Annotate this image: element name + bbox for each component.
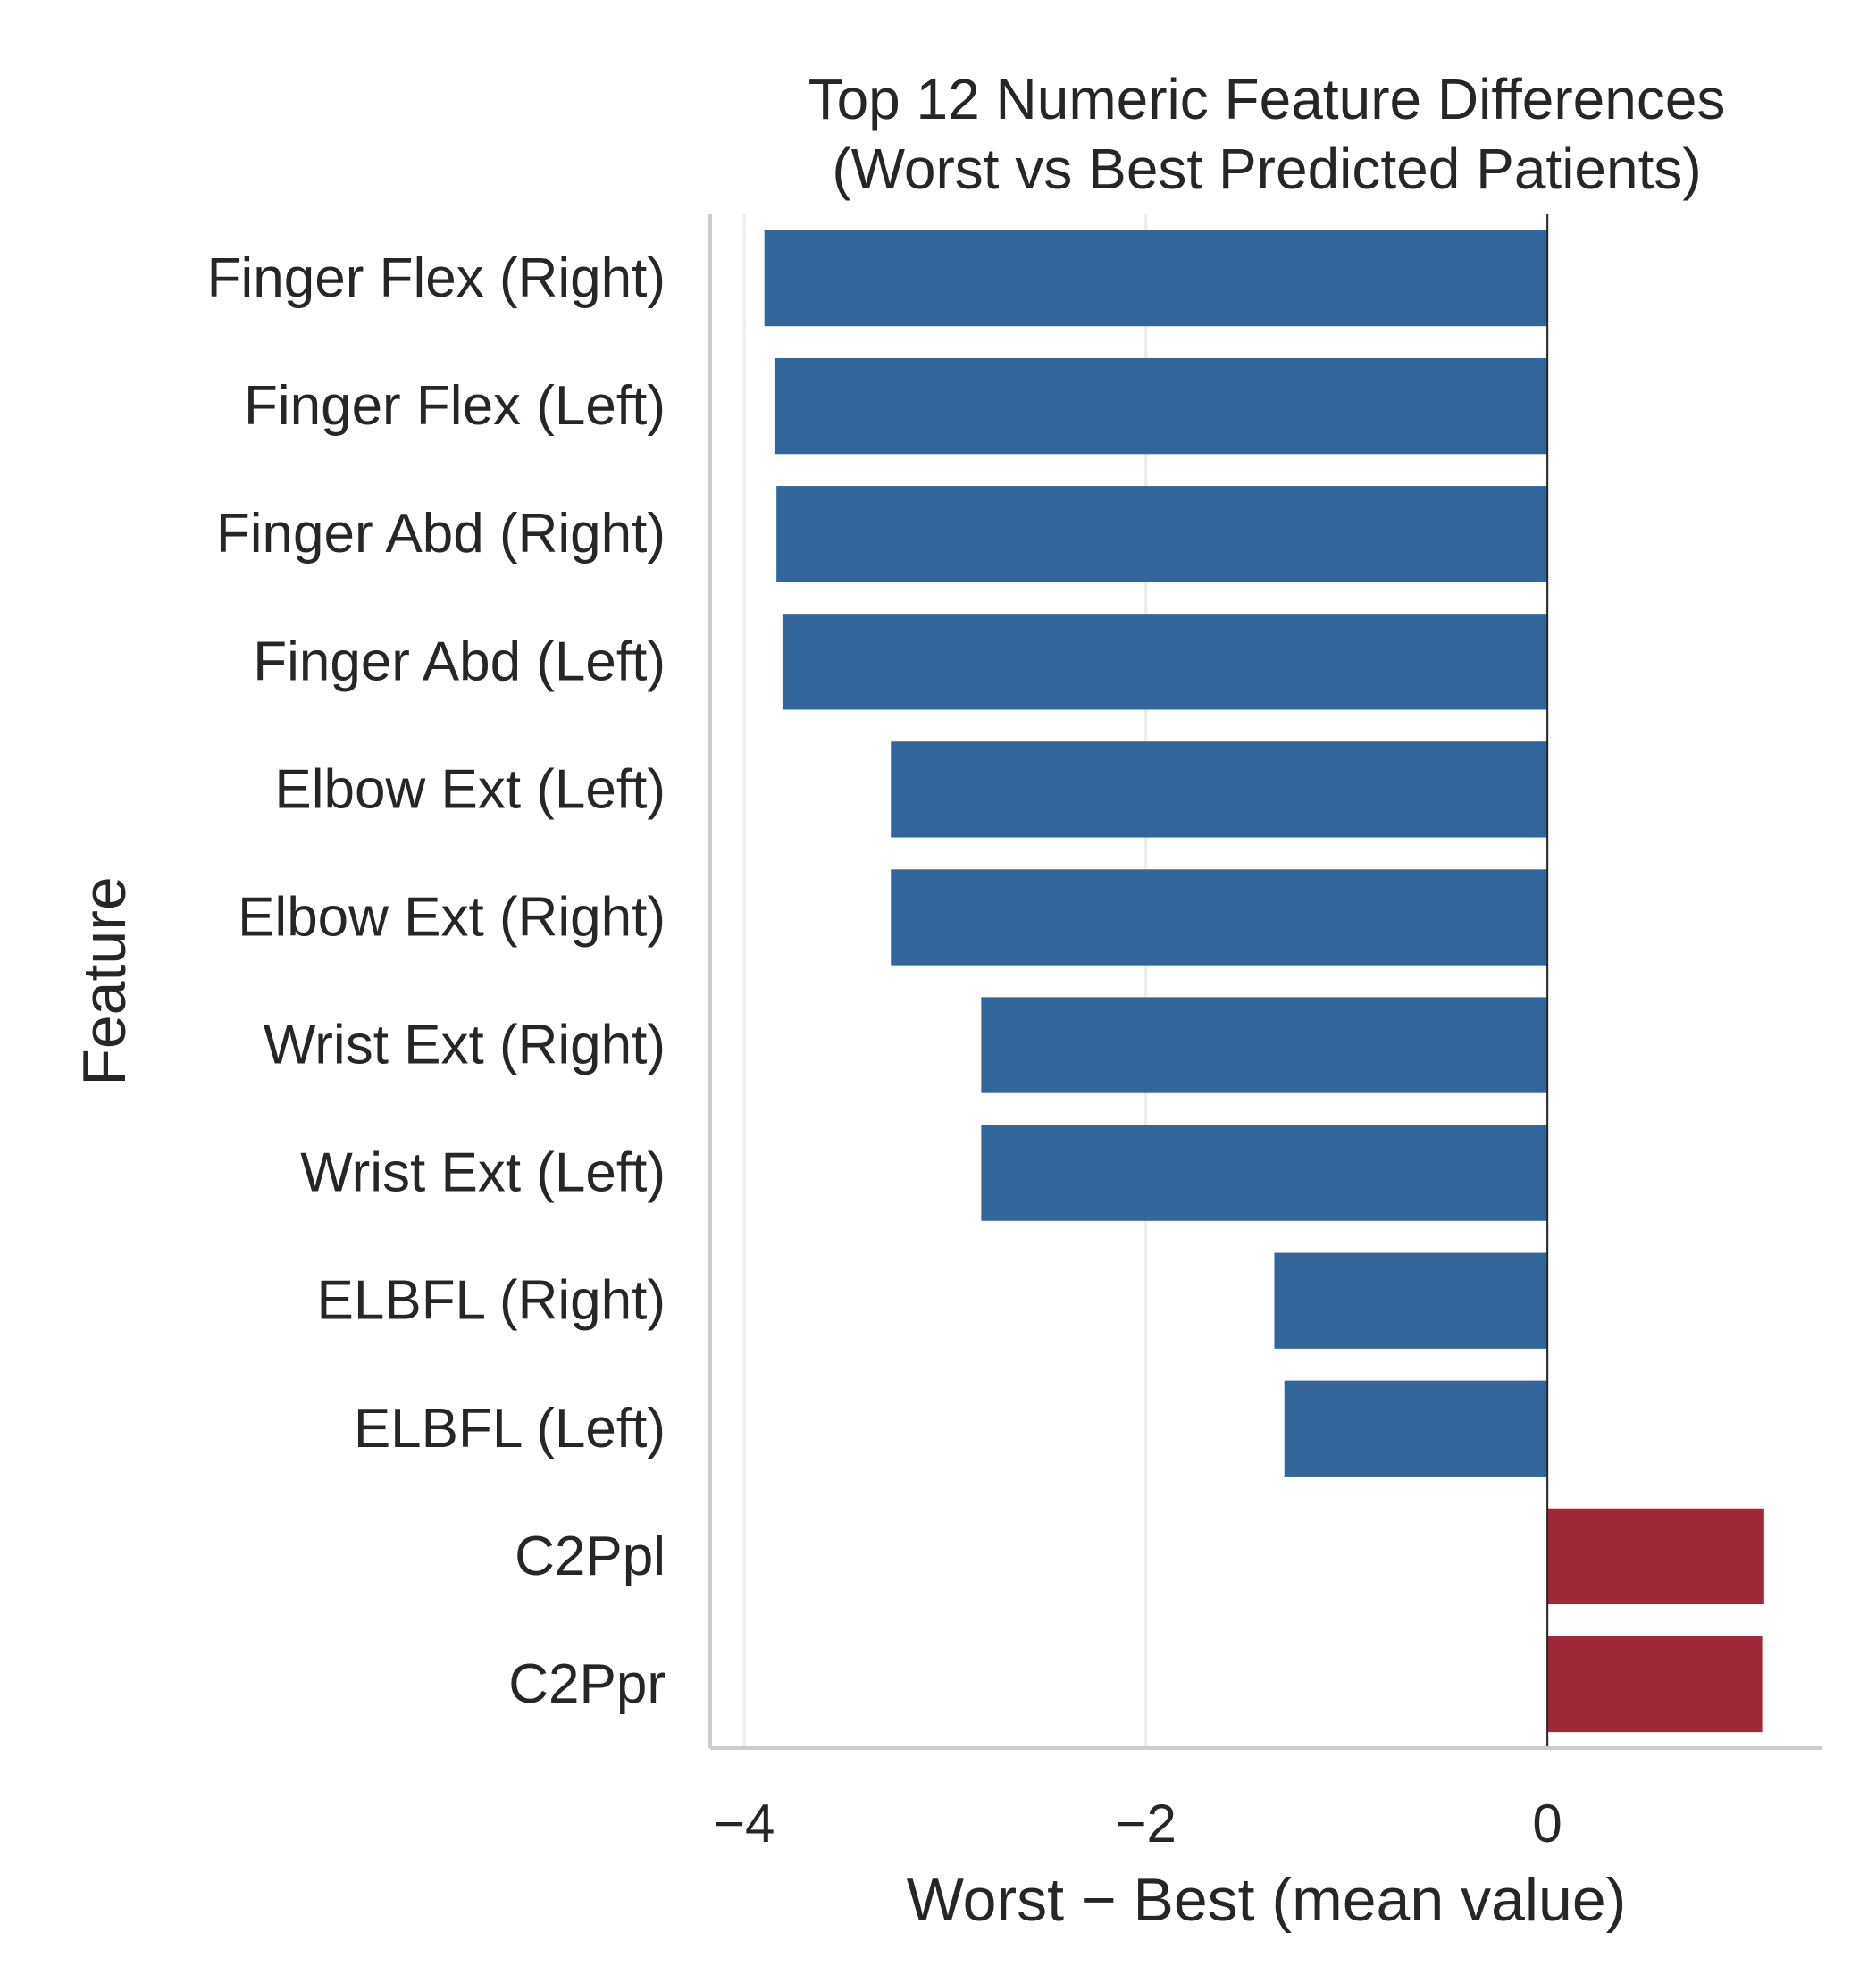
x-tick-label-1: −2 [1115, 1794, 1176, 1853]
category-label-6: Wrist Ext (Right) [264, 1015, 666, 1076]
chart-title-line-1: (Worst vs Best Predicted Patients) [832, 137, 1701, 201]
category-label-4: Elbow Ext (Left) [274, 758, 666, 820]
bar-1 [774, 357, 1548, 455]
x-tick-labels: −4 −2 0 [714, 1794, 1562, 1853]
axis-spines [708, 214, 1822, 1750]
category-label-5: Elbow Ext (Right) [238, 886, 666, 948]
category-label-1: Finger Flex (Left) [244, 375, 666, 437]
bar-4 [891, 741, 1548, 838]
category-label-2: Finger Abd (Right) [216, 503, 666, 565]
bar-11 [1547, 1636, 1763, 1733]
bar-9 [1284, 1380, 1548, 1477]
bar-0 [764, 230, 1548, 327]
bar-2 [776, 486, 1548, 582]
x-axis-label: Worst − Best (mean value) [907, 1866, 1627, 1934]
y-axis-label: Feature [71, 876, 138, 1085]
category-label-0: Finger Flex (Right) [207, 247, 666, 309]
chart-title-line-0: Top 12 Numeric Feature Differences [808, 67, 1726, 131]
category-label-9: ELBFL (Left) [354, 1398, 666, 1460]
bar-10 [1547, 1508, 1764, 1605]
category-label-8: ELBFL (Right) [317, 1270, 666, 1332]
x-tick-label-2: 0 [1532, 1794, 1562, 1853]
category-label-7: Wrist Ext (Left) [300, 1142, 666, 1204]
category-label-10: C2Ppl [515, 1526, 666, 1587]
category-label-11: C2Ppr [508, 1653, 666, 1715]
bars [764, 230, 1764, 1733]
bar-3 [782, 614, 1548, 710]
bar-5 [891, 869, 1548, 966]
x-tick-label-0: −4 [714, 1794, 775, 1853]
bar-7 [981, 1125, 1548, 1221]
category-label-3: Finger Abd (Left) [253, 631, 666, 692]
chart-title: Top 12 Numeric Feature Differences (Worst… [808, 67, 1726, 201]
y-tick-labels: Finger Flex (Right) Finger Flex (Left) Fin… [207, 247, 666, 1715]
bar-8 [1274, 1252, 1548, 1349]
bar-6 [981, 997, 1548, 1093]
